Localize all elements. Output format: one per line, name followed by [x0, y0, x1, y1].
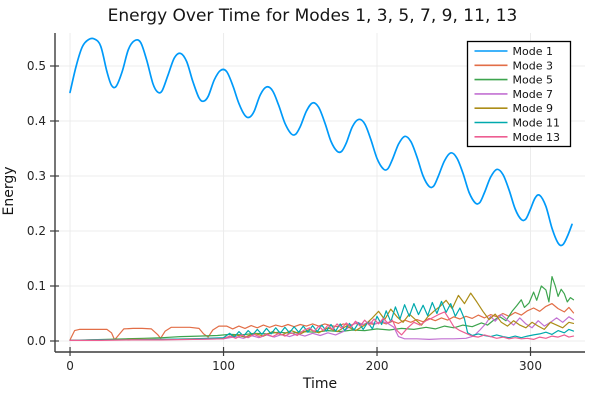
legend-label: Mode 5 [513, 74, 553, 87]
y-tick-label: 0.2 [27, 224, 46, 238]
legend-label: Mode 3 [513, 59, 553, 72]
y-tick-label: 0.4 [27, 114, 46, 128]
y-axis-label: Energy [1, 166, 17, 216]
series-line-mode-11 [69, 300, 575, 341]
series-line-mode-1 [69, 37, 573, 247]
series-line-mode-13 [69, 311, 575, 341]
legend-label: Mode 9 [513, 102, 553, 115]
legend-label: Mode 13 [513, 131, 560, 144]
x-tick-label: 200 [366, 359, 389, 373]
y-tick-label: 0.1 [27, 279, 46, 293]
y-tick-label: 0.5 [27, 59, 46, 73]
y-tick-label: 0.0 [27, 334, 46, 348]
legend-label: Mode 1 [513, 45, 553, 58]
legend-label: Mode 7 [513, 88, 553, 101]
chart-title: Energy Over Time for Modes 1, 3, 5, 7, 9… [107, 6, 518, 26]
x-tick-label: 300 [519, 359, 542, 373]
legend-label: Mode 11 [513, 117, 560, 130]
x-axis-label: Time [302, 376, 338, 392]
x-tick-label: 100 [212, 359, 235, 373]
x-tick-label: 0 [66, 359, 74, 373]
series-line-mode-7 [69, 314, 575, 341]
y-tick-label: 0.3 [27, 169, 46, 183]
